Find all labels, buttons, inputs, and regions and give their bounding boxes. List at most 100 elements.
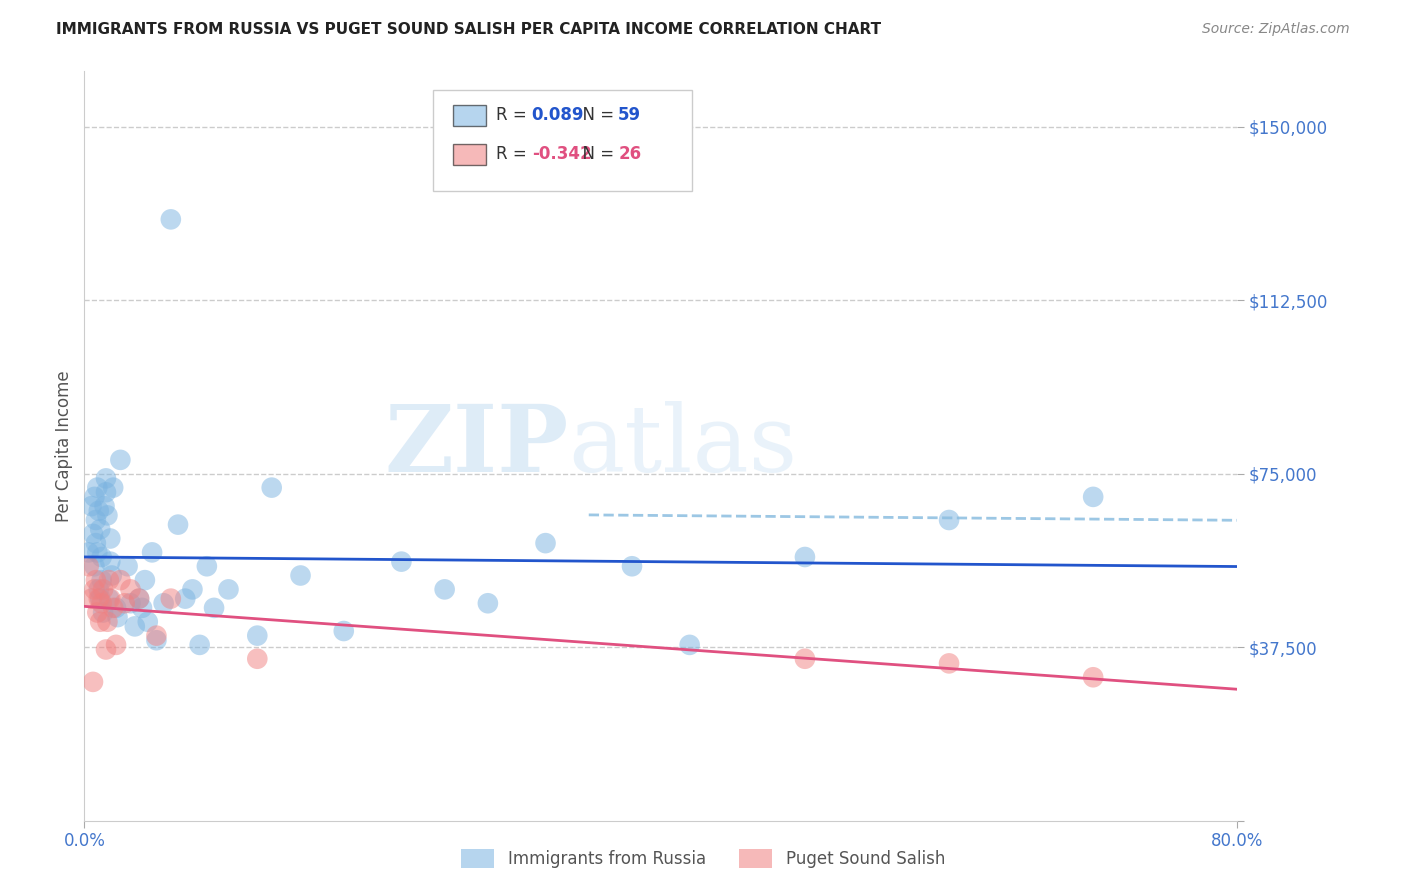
Text: IMMIGRANTS FROM RUSSIA VS PUGET SOUND SALISH PER CAPITA INCOME CORRELATION CHART: IMMIGRANTS FROM RUSSIA VS PUGET SOUND SA…	[56, 22, 882, 37]
Point	[333, 624, 356, 638]
Point	[105, 600, 128, 615]
Point	[152, 596, 174, 610]
Point	[621, 559, 644, 574]
Point	[114, 596, 136, 610]
Text: 26: 26	[619, 145, 641, 162]
Point	[120, 596, 142, 610]
Point	[195, 559, 218, 574]
Point	[938, 657, 960, 671]
Point	[89, 522, 111, 536]
Point	[117, 559, 139, 574]
Point	[167, 517, 190, 532]
Point	[477, 596, 499, 610]
Point	[90, 573, 112, 587]
Point	[103, 600, 124, 615]
Point	[93, 499, 115, 513]
Point	[534, 536, 557, 550]
Point	[141, 545, 163, 559]
Point	[87, 504, 110, 518]
Point	[89, 591, 111, 606]
Point	[98, 591, 121, 606]
Point	[794, 549, 817, 564]
Point	[91, 606, 114, 620]
Legend: Immigrants from Russia, Puget Sound Salish: Immigrants from Russia, Puget Sound Sali…	[454, 842, 952, 875]
Y-axis label: Per Capita Income: Per Capita Income	[55, 370, 73, 522]
Point	[94, 485, 117, 500]
Point	[83, 490, 105, 504]
Point	[105, 638, 128, 652]
Point	[794, 652, 817, 666]
Point	[181, 582, 204, 597]
Point	[202, 600, 225, 615]
Point	[87, 582, 110, 597]
Point	[246, 629, 269, 643]
Text: R =: R =	[496, 106, 531, 124]
Point	[89, 615, 111, 629]
Point	[90, 549, 112, 564]
Point	[86, 545, 108, 559]
FancyBboxPatch shape	[453, 105, 485, 126]
Point	[260, 481, 283, 495]
Point	[145, 629, 167, 643]
Point	[290, 568, 312, 582]
Text: ZIP: ZIP	[384, 401, 568, 491]
Point	[679, 638, 702, 652]
Point	[124, 619, 146, 633]
Point	[110, 573, 132, 587]
Point	[84, 573, 107, 587]
Point	[160, 591, 183, 606]
Point	[103, 481, 124, 495]
Point	[110, 453, 132, 467]
Text: Source: ZipAtlas.com: Source: ZipAtlas.com	[1202, 22, 1350, 37]
Text: 0.089: 0.089	[531, 106, 583, 124]
Point	[97, 573, 120, 587]
Text: 59: 59	[619, 106, 641, 124]
Point	[83, 582, 105, 597]
Point	[107, 610, 129, 624]
Point	[96, 615, 118, 629]
Point	[91, 582, 114, 597]
Point	[86, 481, 108, 495]
Point	[98, 532, 121, 546]
Point	[1083, 670, 1105, 684]
Point	[938, 513, 960, 527]
Text: N =: N =	[572, 145, 620, 162]
Point	[98, 555, 121, 569]
Point	[96, 508, 118, 523]
FancyBboxPatch shape	[453, 144, 485, 165]
Point	[84, 513, 107, 527]
Point	[128, 591, 150, 606]
Point	[218, 582, 240, 597]
Point	[174, 591, 197, 606]
Point	[84, 536, 107, 550]
Point	[90, 596, 112, 610]
Point	[86, 606, 108, 620]
Point	[94, 471, 117, 485]
Text: N =: N =	[572, 106, 620, 124]
Point	[128, 591, 150, 606]
FancyBboxPatch shape	[433, 90, 692, 191]
Point	[83, 559, 105, 574]
Point	[391, 555, 413, 569]
Point	[82, 527, 104, 541]
Point	[145, 633, 167, 648]
Point	[160, 212, 183, 227]
Point	[1083, 490, 1105, 504]
Point	[87, 591, 110, 606]
Point	[80, 591, 103, 606]
Point	[136, 615, 159, 629]
Text: -0.342: -0.342	[531, 145, 592, 162]
Point	[77, 559, 100, 574]
Point	[188, 638, 211, 652]
Point	[433, 582, 456, 597]
Point	[97, 591, 120, 606]
Point	[120, 582, 142, 597]
Text: atlas: atlas	[568, 401, 797, 491]
Point	[82, 674, 104, 689]
Point	[80, 499, 103, 513]
Point	[246, 652, 269, 666]
Text: R =: R =	[496, 145, 531, 162]
Point	[100, 568, 122, 582]
Point	[77, 545, 100, 559]
Point	[134, 573, 156, 587]
